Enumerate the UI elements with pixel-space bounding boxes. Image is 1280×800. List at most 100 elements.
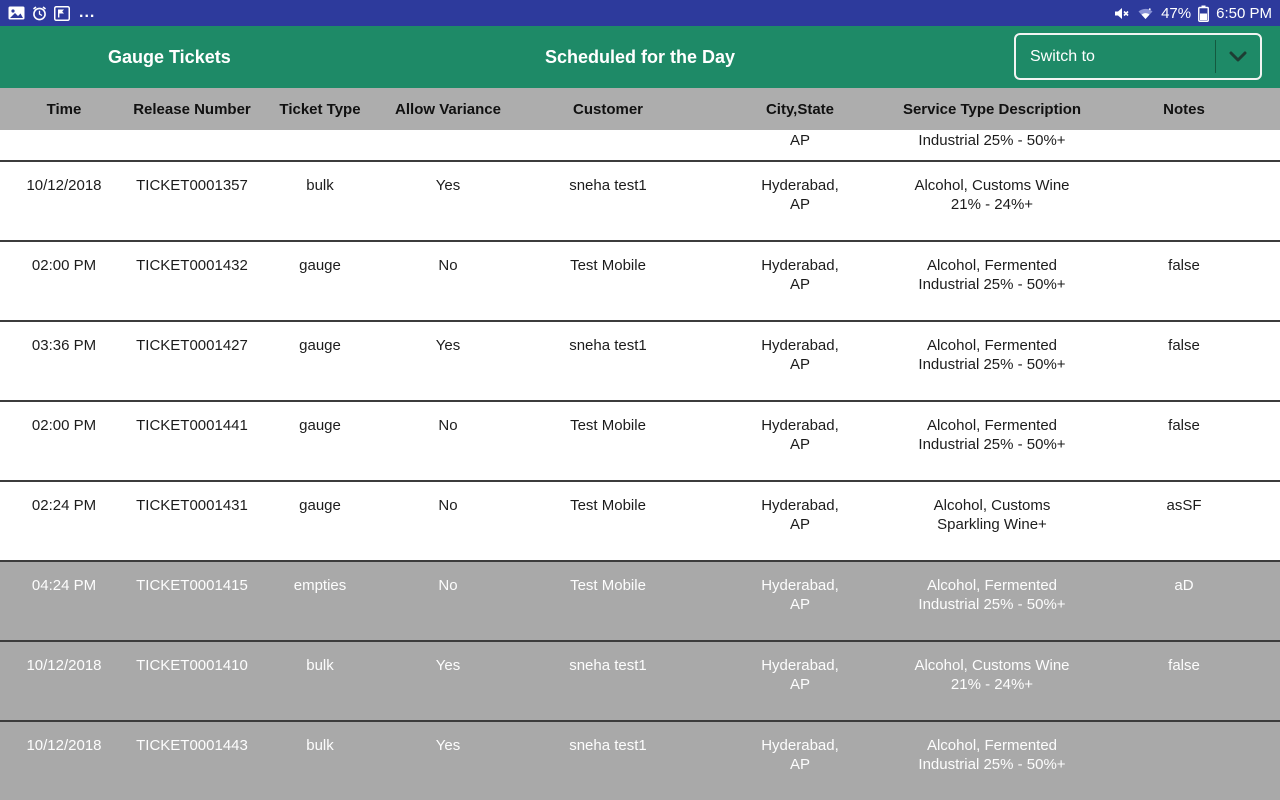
- cell-ticket-type: gauge: [299, 497, 341, 514]
- cell-customer: sneha test1: [569, 177, 647, 194]
- cell-service-type: Alcohol, Fermented Industrial 25% - 50%+: [918, 337, 1066, 373]
- alarm-icon: [32, 5, 47, 21]
- cell-city-state: Hyderabad, AP: [761, 417, 839, 453]
- cell-notes: [1088, 722, 1280, 800]
- wifi-icon: [1137, 6, 1154, 20]
- column-header-service-type: Service Type Description: [902, 100, 1082, 118]
- cell-customer: sneha test1: [569, 737, 647, 754]
- cell-allow-variance: No: [438, 257, 458, 274]
- cell-allow-variance: No: [438, 497, 458, 514]
- cell-notes: aD: [1174, 577, 1194, 594]
- cell-allow-variance: Yes: [435, 337, 461, 354]
- more-notifications-indicator: ...: [79, 4, 96, 21]
- cell-notes: false: [1168, 257, 1200, 274]
- cell-ticket-type: empties: [293, 577, 347, 594]
- cell-ticket-type: gauge: [299, 337, 341, 354]
- cell-time: 02:24 PM: [31, 497, 97, 514]
- cell-time: 04:24 PM: [31, 577, 97, 594]
- cell-service-type: Alcohol, Fermented Industrial 25% - 50%+: [918, 417, 1066, 453]
- cell-customer: Test Mobile: [570, 497, 646, 514]
- table-row[interactable]: 02:24 PM TICKET0001431 gauge No Test Mob…: [0, 482, 1280, 562]
- cell-time: 02:00 PM: [31, 417, 97, 434]
- cell-allow-variance: Yes: [435, 737, 461, 754]
- cell-ticket-type: bulk: [306, 737, 334, 754]
- battery-icon: [1198, 5, 1210, 22]
- cell-customer: sneha test1: [569, 337, 647, 354]
- column-header-allow-variance: Allow Variance: [395, 100, 501, 118]
- flag-notification-icon: [54, 5, 70, 21]
- table-row[interactable]: 02:00 PM TICKET0001432 gauge No Test Mob…: [0, 242, 1280, 322]
- page-title: Gauge Tickets: [108, 46, 231, 67]
- cell-notes: false: [1168, 417, 1200, 434]
- image-notification-icon: [8, 6, 25, 20]
- cell-time: 10/12/2018: [26, 657, 102, 674]
- table-row[interactable]: 10/12/2018 TICKET0001410 bulk Yes sneha …: [0, 642, 1280, 722]
- cell-ticket-type: gauge: [299, 257, 341, 274]
- cell-city-state: AP: [789, 132, 810, 149]
- cell-ticket-type: bulk: [306, 657, 334, 674]
- cell-city-state: Hyderabad, AP: [761, 577, 839, 613]
- cell-release-number: TICKET0001443: [136, 737, 248, 754]
- cell-customer: Test Mobile: [570, 417, 646, 434]
- cell-release-number: TICKET0001431: [136, 497, 248, 514]
- app-header: Gauge Tickets Scheduled for the Day Swit…: [0, 26, 1280, 88]
- cell-city-state: Hyderabad, AP: [761, 257, 839, 293]
- table-body: AP Industrial 25% - 50%+ 10/12/2018 TICK…: [0, 130, 1280, 800]
- cell-ticket-type: bulk: [306, 177, 334, 194]
- cell-service-type: Alcohol, Customs Wine 21% - 24%+: [914, 657, 1070, 693]
- cell-release-number: TICKET0001432: [136, 257, 248, 274]
- cell-allow-variance: Yes: [435, 177, 461, 194]
- cell-customer: Test Mobile: [570, 257, 646, 274]
- cell-service-type: Alcohol, Customs Wine 21% - 24%+: [914, 177, 1070, 213]
- column-header-release-number: Release Number: [133, 100, 251, 118]
- cell-city-state: Hyderabad, AP: [761, 657, 839, 693]
- table-row[interactable]: 03:36 PM TICKET0001427 gauge Yes sneha t…: [0, 322, 1280, 402]
- mute-icon: [1113, 6, 1130, 21]
- table-row[interactable]: 10/12/2018 TICKET0001443 bulk Yes sneha …: [0, 722, 1280, 800]
- cell-allow-variance: No: [438, 577, 458, 594]
- cell-notes: [1088, 162, 1280, 240]
- column-header-time: Time: [46, 100, 82, 118]
- cell-allow-variance: Yes: [435, 657, 461, 674]
- cell-time: 02:00 PM: [31, 257, 97, 274]
- switch-to-label: Switch to: [1030, 47, 1095, 65]
- cell-customer: sneha test1: [569, 657, 647, 674]
- cell-notes: false: [1168, 657, 1200, 674]
- cell-release-number: TICKET0001441: [136, 417, 248, 434]
- table-header-row: Time Release Number Ticket Type Allow Va…: [0, 88, 1280, 130]
- battery-percent-label: 47%: [1161, 4, 1192, 22]
- cell-notes: asSF: [1166, 497, 1202, 514]
- cell-service-type: Alcohol, Fermented Industrial 25% - 50%+: [918, 737, 1066, 773]
- table-row-partial[interactable]: AP Industrial 25% - 50%+: [0, 130, 1280, 162]
- cell-city-state: Hyderabad, AP: [761, 497, 839, 533]
- cell-release-number: TICKET0001427: [136, 337, 248, 354]
- table-row[interactable]: 04:24 PM TICKET0001415 empties No Test M…: [0, 562, 1280, 642]
- cell-city-state: Hyderabad, AP: [761, 177, 839, 213]
- table-row[interactable]: 02:00 PM TICKET0001441 gauge No Test Mob…: [0, 402, 1280, 482]
- cell-notes: false: [1168, 337, 1200, 354]
- clock-label: 6:50 PM: [1216, 4, 1272, 22]
- cell-time: 10/12/2018: [26, 737, 102, 754]
- cell-service-type: Alcohol, Fermented Industrial 25% - 50%+: [918, 257, 1066, 293]
- column-header-customer: Customer: [572, 100, 643, 118]
- cell-service-type: Alcohol, Customs Sparkling Wine+: [933, 497, 1051, 533]
- column-header-city-state: City,State: [765, 100, 835, 118]
- cell-ticket-type: gauge: [299, 417, 341, 434]
- cell-time: 10/12/2018: [26, 177, 102, 194]
- chevron-down-icon: [1216, 51, 1260, 63]
- cell-release-number: TICKET0001357: [136, 177, 248, 194]
- column-header-ticket-type: Ticket Type: [279, 100, 361, 118]
- cell-time: 03:36 PM: [31, 337, 97, 354]
- cell-city-state: Hyderabad, AP: [761, 737, 839, 773]
- cell-release-number: TICKET0001415: [136, 577, 248, 594]
- dropdown-divider: [1215, 40, 1216, 73]
- cell-city-state: Hyderabad, AP: [761, 337, 839, 373]
- column-header-notes: Notes: [1163, 100, 1205, 118]
- status-bar: ... 47% 6:50 PM: [0, 0, 1280, 26]
- cell-allow-variance: No: [438, 417, 458, 434]
- table-row[interactable]: 10/12/2018 TICKET0001357 bulk Yes sneha …: [0, 162, 1280, 242]
- cell-service-type: Industrial 25% - 50%+: [918, 132, 1066, 149]
- cell-customer: Test Mobile: [570, 577, 646, 594]
- switch-to-dropdown[interactable]: Switch to: [1014, 33, 1262, 80]
